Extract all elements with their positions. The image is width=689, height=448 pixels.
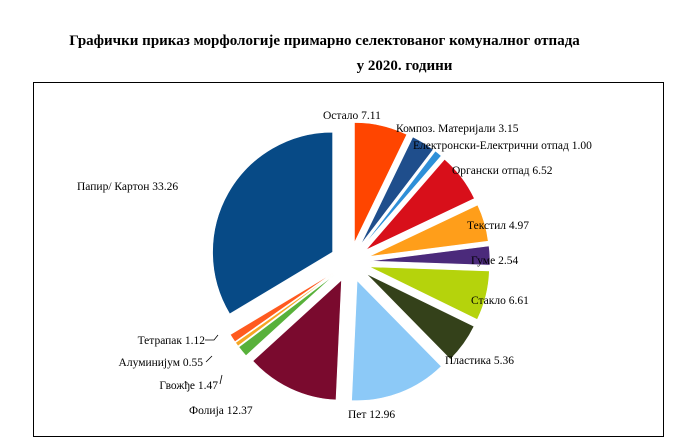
pie-slice-5 xyxy=(369,204,489,257)
slice-label-9: Пет 12.96 xyxy=(348,409,395,421)
slice-label-13: Тетрапак 1.12 xyxy=(138,335,206,347)
slice-label-6: Гуме 2.54 xyxy=(471,255,518,267)
leader-line-11 xyxy=(219,374,223,385)
pie-slice-10 xyxy=(252,279,342,401)
slice-label-1: Остало 7.11 xyxy=(323,110,381,122)
chart-title-line-2: у 2020. години xyxy=(356,58,453,74)
pie-slice-3 xyxy=(362,150,442,247)
slice-label-3: Електронски-Електрични отпад 1.00 xyxy=(413,140,592,152)
slice-label-12: Алуминијум 0.55 xyxy=(119,357,204,369)
slice-label-10: Фолија 12.37 xyxy=(189,405,253,417)
slice-label-4: Органски отпад 6.52 xyxy=(452,165,553,177)
pie-slice-7 xyxy=(369,266,490,320)
pie-slice-8 xyxy=(366,273,475,360)
pie-slice-6 xyxy=(369,245,491,266)
chart-title: Графички приказ морфологије примарно сел… xyxy=(0,29,689,79)
pie-slice-4 xyxy=(365,158,475,251)
pie-slice-11 xyxy=(238,274,335,357)
leader-line-12 xyxy=(205,355,213,363)
pie-slice-14 xyxy=(212,131,333,315)
slice-label-7: Стакло 6.61 xyxy=(471,295,529,307)
pie-slice-9 xyxy=(351,279,442,401)
pie-slice-2 xyxy=(360,136,434,246)
pie-slice-1 xyxy=(354,122,408,243)
pie-slice-12 xyxy=(235,273,335,347)
chart-title-line-1: Графички приказ морфологије примарно сел… xyxy=(69,33,580,49)
slice-label-11: Гвожђе 1.47 xyxy=(159,380,218,392)
pie-slice-13 xyxy=(229,272,334,343)
slice-label-5: Текстил 4.97 xyxy=(467,220,529,232)
chart-frame xyxy=(33,82,664,437)
leader-line-13 xyxy=(205,334,219,341)
slice-label-8: Пластика 5.36 xyxy=(445,355,514,367)
slice-label-14: Папир/ Картон 33.26 xyxy=(77,181,178,193)
slice-label-2: Композ. Материјали 3.15 xyxy=(396,123,519,135)
